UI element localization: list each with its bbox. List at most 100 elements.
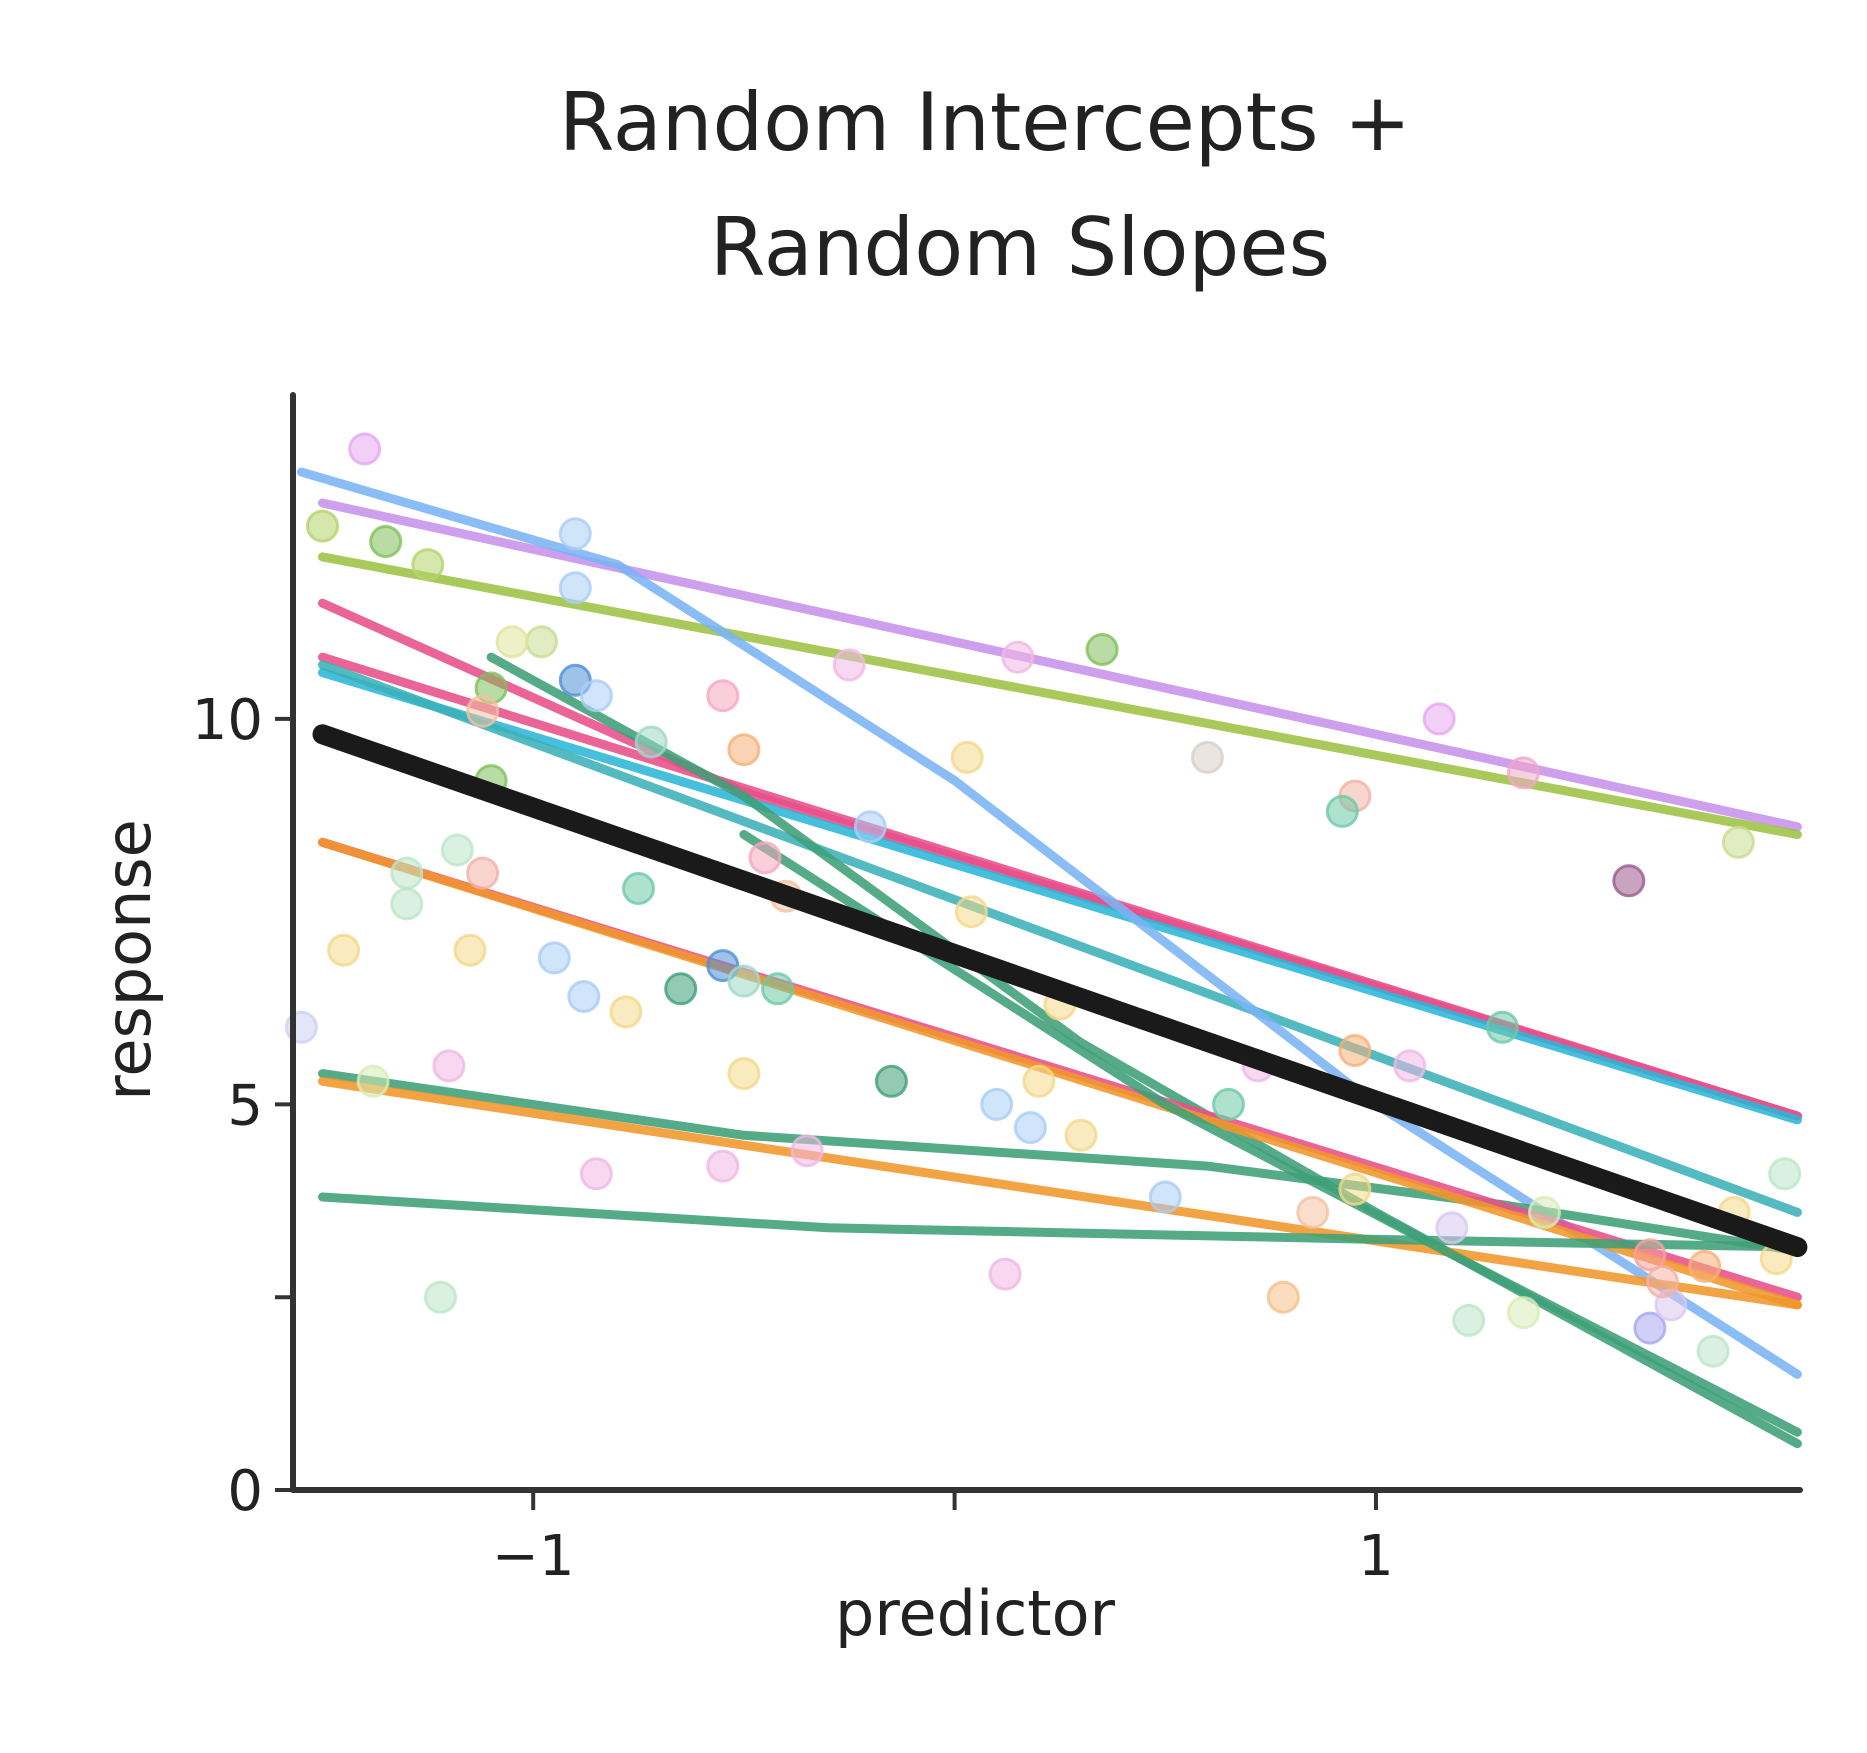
data-point-27	[1721, 825, 1755, 859]
data-point-79	[1688, 1249, 1722, 1283]
data-point-13	[706, 679, 740, 713]
group-line-2	[318, 552, 1802, 839]
data-point-72	[424, 1280, 457, 1314]
chart-title: Random Intercepts + Random Slopes	[559, 76, 1411, 294]
y-tick-label-4: 10	[192, 688, 263, 753]
data-point-36	[327, 933, 361, 967]
data-point-70	[1768, 1157, 1802, 1191]
data-point-52	[980, 1087, 1014, 1121]
y-ticks: 0 5 10	[192, 688, 293, 1524]
data-point-37	[453, 933, 487, 967]
y-tick-label-3: 5	[227, 1073, 263, 1138]
data-point-63	[790, 1134, 824, 1168]
data-point-33	[748, 841, 782, 875]
group-line-7	[296, 467, 1802, 1379]
group-line-11	[318, 837, 1802, 1310]
data-point-8	[495, 625, 529, 659]
data-point-65	[1296, 1195, 1330, 1229]
data-point-64	[1148, 1180, 1182, 1214]
data-point-58	[1338, 1034, 1372, 1067]
data-point-25	[1507, 756, 1540, 790]
title-line-2: Random Slopes	[710, 201, 1330, 294]
data-point-4	[369, 525, 403, 558]
data-point-32	[622, 872, 655, 905]
data-point-62	[706, 1149, 740, 1183]
data-point-35	[954, 895, 988, 929]
data-point-67	[1435, 1211, 1469, 1245]
data-point-48	[432, 1049, 466, 1083]
data-point-54	[1013, 1111, 1047, 1145]
data-point-45	[761, 972, 795, 1006]
data-point-23	[1325, 794, 1359, 828]
data-point-44	[727, 964, 761, 998]
data-point-31	[390, 856, 424, 890]
data-point-38	[390, 887, 424, 921]
data-point-71	[988, 1257, 1022, 1291]
data-points	[284, 432, 1802, 1368]
data-point-60	[1485, 1010, 1519, 1044]
group-lines	[296, 467, 1802, 1449]
data-point-82	[1646, 1265, 1679, 1299]
data-point-3	[306, 509, 339, 543]
data-point-14	[634, 725, 668, 759]
data-point-78	[1633, 1238, 1667, 1272]
data-point-56	[1212, 1087, 1245, 1121]
data-point-61	[579, 1157, 613, 1191]
data-point-17	[1001, 640, 1035, 674]
data-point-66	[1338, 1172, 1372, 1206]
data-point-7	[525, 625, 559, 659]
data-point-68	[1528, 1195, 1561, 1229]
data-point-16	[832, 648, 866, 682]
data-point-59	[1393, 1049, 1427, 1083]
data-point-12	[466, 694, 500, 728]
data-point-43	[664, 972, 698, 1006]
x-tick-label-1: −1	[492, 1524, 575, 1589]
group-line-5	[318, 668, 1802, 1125]
data-point-2	[558, 517, 592, 551]
data-point-24	[1422, 702, 1456, 736]
data-point-53	[1022, 1064, 1056, 1098]
y-tick-label-1: 0	[227, 1459, 263, 1524]
data-point-18	[1085, 633, 1119, 666]
data-point-39	[537, 941, 571, 975]
x-ticks: −1 1	[492, 1490, 1394, 1589]
data-point-15	[727, 733, 761, 767]
x-axis-label: predictor	[835, 1577, 1116, 1650]
data-point-74	[1507, 1296, 1540, 1330]
title-line-1: Random Intercepts +	[559, 76, 1411, 169]
data-point-26	[1612, 864, 1646, 898]
data-point-19	[950, 740, 984, 774]
x-tick-label-3: 1	[1358, 1524, 1394, 1589]
group-line-12	[318, 1076, 1802, 1310]
group-line-13	[318, 1192, 1802, 1252]
data-point-50	[727, 1057, 761, 1091]
group-line-6	[318, 660, 1802, 1217]
data-point-10	[579, 679, 613, 713]
group-line-14	[739, 830, 1802, 1437]
data-point-41	[609, 995, 643, 1029]
y-axis-label: response	[92, 819, 165, 1101]
fixed-effect-line	[312, 724, 1808, 1258]
data-point-30	[466, 856, 500, 890]
data-point-40	[567, 980, 601, 1013]
data-point-55	[1064, 1118, 1098, 1152]
data-point-51	[874, 1064, 908, 1098]
data-point-80	[1696, 1334, 1730, 1368]
group-line-1	[318, 498, 1802, 832]
group-line-4	[318, 652, 1802, 1121]
data-point-20	[853, 810, 887, 844]
data-point-73	[1266, 1280, 1300, 1314]
data-point-49	[356, 1064, 390, 1098]
data-point-76	[1633, 1311, 1667, 1345]
data-point-75	[1452, 1303, 1486, 1337]
axes	[290, 392, 1803, 1493]
data-point-1	[348, 432, 382, 466]
data-point-21	[1190, 740, 1224, 774]
fixed-effect-line-group	[312, 724, 1808, 1258]
data-point-29	[440, 833, 474, 867]
data-point-5	[411, 548, 445, 582]
group-line-9	[318, 1069, 1802, 1256]
data-point-6	[558, 571, 592, 605]
